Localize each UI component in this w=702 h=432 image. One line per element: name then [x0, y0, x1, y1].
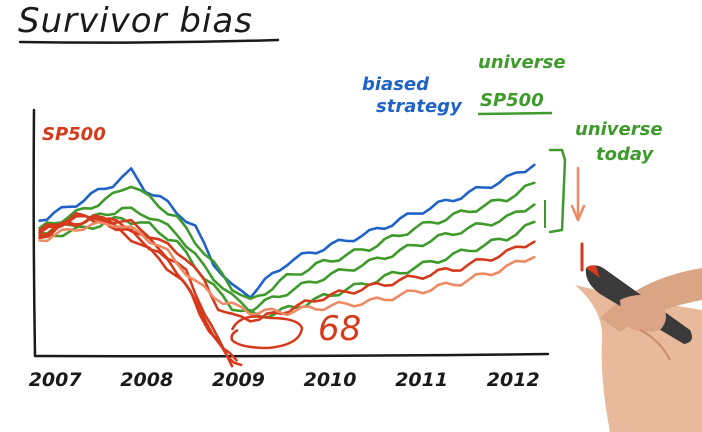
x-tick-label-2011: 2011 — [395, 369, 448, 391]
series-line-6 — [38, 214, 234, 368]
universe-today-annotation-line2: today — [596, 144, 654, 165]
title-underline — [18, 38, 280, 44]
series-line-7 — [38, 214, 238, 362]
universe-today-annotation-line1: universe — [575, 119, 663, 140]
universe-annotation: universe — [478, 52, 566, 73]
chart-title: Survivor bias — [18, 1, 253, 41]
series-group — [38, 163, 536, 368]
hand-with-marker-icon — [575, 265, 702, 432]
x-tick-label-2010: 2010 — [304, 369, 357, 391]
biased-strategy-annotation-line1: biased — [362, 74, 430, 95]
series-line-4 — [38, 215, 536, 319]
series-line-9 — [38, 220, 536, 317]
failed-stocks-count: 68 — [318, 309, 361, 349]
x-axis — [33, 352, 550, 358]
x-tick-label-2008: 2008 — [120, 369, 173, 391]
series-line-8 — [38, 211, 243, 367]
series-line-5 — [38, 214, 536, 323]
series-line-3 — [38, 203, 536, 314]
series-line-1 — [38, 163, 536, 299]
x-tick-label-2007: 2007 — [29, 369, 83, 391]
down-arrow-head — [570, 204, 586, 222]
universe-sp500-underline — [477, 111, 553, 116]
x-tick-labels: 2007 2008 2009 2010 2011 2012 — [29, 369, 540, 391]
series-line-2 — [38, 181, 536, 300]
x-tick-label-2009: 2009 — [212, 369, 265, 391]
failed-stocks-circle — [230, 315, 304, 350]
sp500-annotation: SP500 — [42, 124, 106, 145]
x-tick-label-2012: 2012 — [487, 369, 540, 391]
biased-strategy-annotation-line2: strategy — [376, 96, 463, 117]
universe-today-bracket — [548, 148, 567, 234]
universe-sp500-annotation: SP500 — [480, 90, 544, 111]
y-axis — [32, 108, 37, 358]
